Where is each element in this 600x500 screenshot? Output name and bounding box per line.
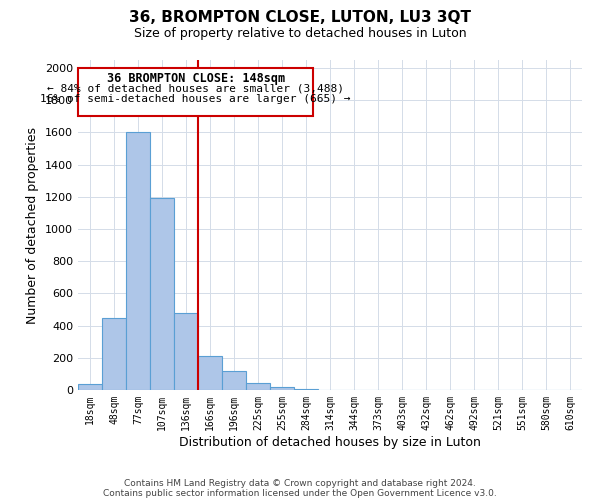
- Y-axis label: Number of detached properties: Number of detached properties: [26, 126, 40, 324]
- Bar: [126, 132, 150, 390]
- Text: Contains HM Land Registry data © Crown copyright and database right 2024.: Contains HM Land Registry data © Crown c…: [124, 478, 476, 488]
- Text: 16% of semi-detached houses are larger (665) →: 16% of semi-detached houses are larger (…: [40, 94, 351, 104]
- Bar: [150, 198, 174, 390]
- Text: ← 84% of detached houses are smaller (3,488): ← 84% of detached houses are smaller (3,…: [47, 84, 344, 94]
- Bar: [270, 387, 294, 390]
- Bar: [294, 389, 318, 390]
- X-axis label: Distribution of detached houses by size in Luton: Distribution of detached houses by size …: [179, 436, 481, 448]
- Bar: [222, 372, 246, 390]
- Text: 36, BROMPTON CLOSE, LUTON, LU3 3QT: 36, BROMPTON CLOSE, LUTON, LU3 3QT: [129, 10, 471, 25]
- Bar: [174, 312, 198, 390]
- Bar: [246, 383, 270, 390]
- Bar: [198, 356, 222, 390]
- Text: Contains public sector information licensed under the Open Government Licence v3: Contains public sector information licen…: [103, 488, 497, 498]
- Text: Size of property relative to detached houses in Luton: Size of property relative to detached ho…: [134, 28, 466, 40]
- Bar: [102, 318, 126, 390]
- Text: 36 BROMPTON CLOSE: 148sqm: 36 BROMPTON CLOSE: 148sqm: [107, 72, 284, 85]
- Bar: [78, 384, 102, 390]
- FancyBboxPatch shape: [78, 68, 313, 116]
